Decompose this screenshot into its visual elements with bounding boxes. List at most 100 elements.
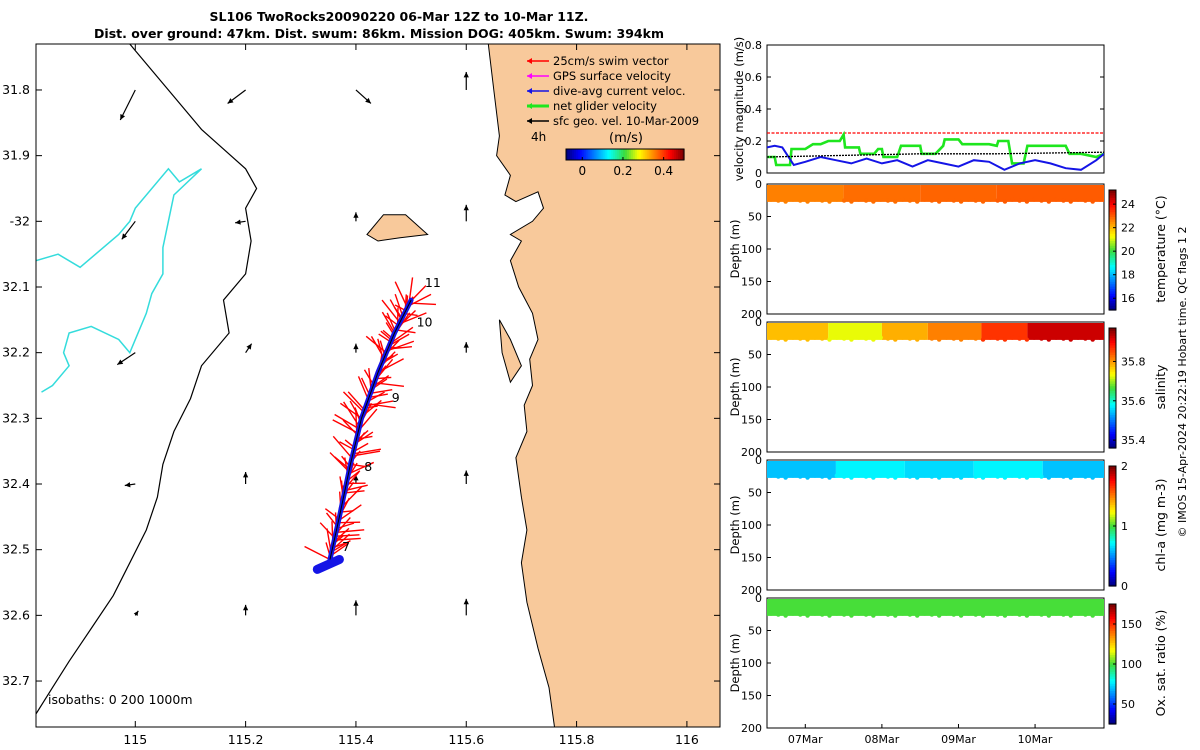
section-sample-dot (907, 336, 913, 341)
section-colorbar-cell (1109, 581, 1116, 585)
section-frame (766, 183, 1105, 315)
section-sample-dot (819, 198, 825, 203)
map-y-tick-label: 31.9 (2, 148, 30, 163)
section-sample-dot (768, 335, 774, 340)
section-sample-dot (827, 337, 832, 342)
map-y-tick-label: 32.2 (2, 345, 30, 360)
section-y-tick-label: 150 (741, 276, 762, 289)
section-band-segment (920, 185, 997, 202)
section-sample-dot (995, 612, 1000, 617)
section-sample-dot (1046, 475, 1052, 480)
colorbar-cell (634, 149, 638, 160)
section-colorbar-cell (1109, 637, 1116, 641)
section-sample-dot (1017, 198, 1022, 203)
section-sample-dot (922, 611, 927, 616)
section-sample-dot (798, 198, 803, 203)
section-sample-dot (841, 198, 847, 203)
swim-vector (386, 312, 396, 332)
section-frame (766, 459, 1105, 591)
title-line-1: SL106 TwoRocks20090220 06-Mar 12Z to 10-… (210, 9, 589, 24)
section-colorbar-cell (1109, 390, 1116, 394)
colorbar-cell (595, 149, 599, 160)
land-mass (487, 44, 720, 727)
section-sample-dot (1053, 611, 1059, 616)
legend-label: GPS surface velocity (553, 69, 671, 83)
swim-vector (342, 419, 358, 436)
section-sample-dot (871, 337, 876, 342)
swim-vector (347, 391, 365, 411)
isobath-label: isobaths: 0 200 1000m (48, 692, 193, 707)
section-colorbar-cell (1109, 468, 1116, 472)
section-sample-dot (1061, 198, 1066, 203)
section-sample-dot (988, 611, 993, 616)
section-sample-dot (834, 197, 839, 202)
velocity-series (767, 130, 1104, 171)
section-sample-dot (798, 474, 803, 479)
section-colorbar-cell (1109, 307, 1116, 311)
velocity-ylabel: velocity magnitude (m/s) (732, 37, 746, 182)
swim-vector (332, 435, 353, 459)
section-sample-dot (834, 473, 839, 478)
section-sample-dot (849, 199, 854, 204)
section-colorbar-cell (1109, 647, 1116, 651)
colorbar-cell (638, 149, 642, 160)
geo-vector (463, 598, 469, 616)
section-colorbar-cell (1109, 497, 1116, 501)
colorbar-cell (678, 149, 681, 160)
section-colorbar-cell (1109, 521, 1116, 525)
colorbar-cell (682, 149, 685, 160)
section-sample-dot (841, 336, 847, 341)
section-colorbar-cell (1109, 661, 1116, 665)
section-y-tick-label: 0 (755, 592, 762, 605)
swim-vector (370, 336, 385, 359)
colorbar-cell (575, 149, 579, 160)
colorbar-cell (656, 149, 660, 160)
section-colorbar-tick-label: 35.8 (1121, 355, 1146, 368)
section-colorbar-cell (1109, 554, 1116, 558)
geo-vector-head (124, 482, 131, 488)
swim-vector (336, 522, 355, 530)
section-ylabel: Depth (m) (728, 358, 742, 417)
geo-vector (121, 220, 136, 240)
geo-vector-head (463, 342, 469, 348)
section-sample-dot (1010, 197, 1015, 202)
section-colorbar-cell (1109, 668, 1116, 672)
swim-vector (348, 461, 375, 475)
section-y-tick-label: 0 (755, 178, 762, 191)
section-sample-dot (768, 197, 774, 202)
section-colorbar-cell (1109, 616, 1116, 619)
swim-vector (384, 315, 399, 327)
section-sample-dot (1061, 336, 1066, 341)
section-ylabel: Depth (m) (728, 220, 742, 279)
geo-vector (353, 600, 359, 616)
section-colorbar-cell (1109, 364, 1116, 367)
swim-vector (319, 522, 336, 539)
section-colorbar-cell (1109, 438, 1116, 442)
section-colorbar-cell (1109, 247, 1116, 251)
section-panel: 0 50 100 150 200 Depth (m) 50 100 150 Ox. sat. ra… (728, 592, 1168, 735)
section-colorbar-cell (1109, 332, 1116, 336)
section-colorbar-cell (1109, 359, 1116, 363)
colorbar-cell (636, 149, 640, 160)
map-x-tick-label: 115 (123, 732, 147, 747)
colorbar-tick-label: 0 (578, 164, 586, 178)
swim-vector (377, 358, 404, 373)
section-sample-dot (1097, 335, 1103, 340)
section-colorbar-cell (1109, 630, 1116, 634)
section-sample-dot (929, 198, 935, 203)
section-colorbar-cell (1109, 562, 1116, 565)
section-panel: 0 50 100 150 200 Depth (m) 35.4 35.6 35.8 salinit… (728, 316, 1168, 459)
section-colorbar-tick-label: 35.6 (1121, 395, 1146, 408)
section-sample-dot (798, 612, 803, 617)
section-colorbar-cell (1109, 214, 1116, 217)
section-colorbar-cell (1109, 475, 1116, 479)
geo-vector (133, 610, 139, 617)
section-colorbar-cell (1109, 204, 1116, 208)
section-sample-dot (900, 197, 905, 202)
section-y-tick-label: 50 (748, 349, 762, 362)
swim-vector (329, 452, 350, 472)
colorbar-cell (648, 149, 652, 160)
section-y-tick-label: 100 (741, 243, 762, 256)
section-sample-dot (849, 337, 854, 342)
section-colorbar-cell (1109, 342, 1116, 346)
